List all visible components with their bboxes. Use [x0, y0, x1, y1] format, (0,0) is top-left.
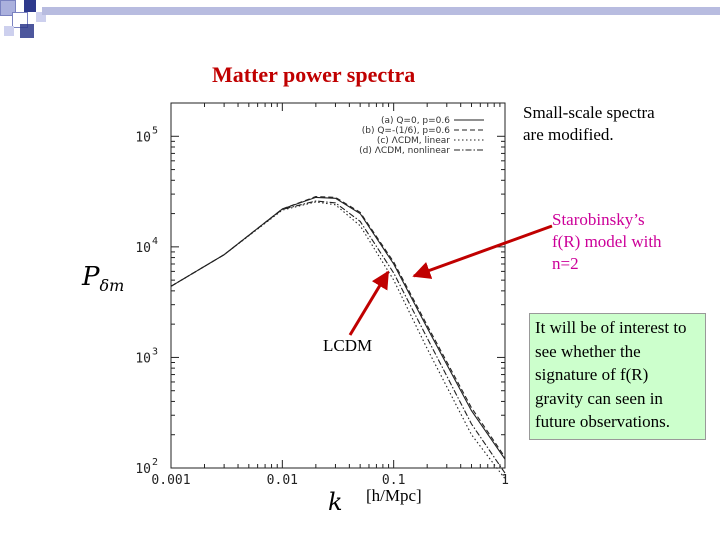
small-scale-note-line: are modified.	[523, 125, 614, 144]
series-line	[170, 200, 506, 474]
legend-entry-label: (b) Q=-(1/6), p=0.6	[362, 126, 451, 136]
y-tick-label: 10	[135, 462, 151, 477]
y-tick-exponent: 2	[152, 457, 158, 468]
model-note-line: n=2	[552, 254, 579, 273]
annotation-arrows	[348, 224, 553, 336]
lcdm-label: LCDM	[323, 336, 373, 355]
lcdm-arrow	[348, 270, 390, 336]
legend-entry-label: (a) Q=0, p=0.6	[381, 116, 450, 126]
series-lines	[170, 196, 506, 480]
model-note: Starobinsky’s f(R) model with n=2	[552, 209, 662, 275]
corner-square-4	[20, 24, 34, 38]
y-tick-label: 10	[135, 241, 151, 256]
x-tick-label: 1	[501, 473, 509, 488]
interest-note-box: It will be of interest to see whether th…	[529, 313, 706, 440]
y-tick-label: 10	[135, 351, 151, 366]
slide-title: Matter power spectra	[212, 62, 416, 87]
y-axis-symbol: Pδm	[82, 262, 125, 296]
y-tick-exponent: 3	[152, 346, 158, 357]
x-tick-label: 0.001	[151, 473, 190, 488]
y-tick-exponent: 4	[152, 236, 158, 247]
x-tick-label: 0.01	[267, 473, 298, 488]
y-tick-exponent: 5	[152, 125, 158, 136]
plot-frame	[170, 102, 506, 469]
legend-entry-label: (c) ΛCDM, linear	[377, 136, 450, 146]
small-scale-note: Small-scale spectra are modified.	[523, 102, 655, 146]
corner-square-6	[4, 26, 14, 36]
small-scale-note-line: Small-scale spectra	[523, 103, 655, 122]
legend-entry-label: (d) ΛCDM, nonlinear	[359, 146, 450, 156]
y-tick-label: 10	[135, 130, 151, 145]
x-tick-label: 0.1	[382, 473, 405, 488]
model-arrow	[412, 224, 553, 279]
corner-square-3	[24, 0, 36, 12]
x-axis-units: [h/Mpc]	[366, 486, 422, 505]
series-line	[170, 196, 506, 460]
series-line	[170, 196, 506, 458]
model-note-line: Starobinsky’s	[552, 210, 645, 229]
corner-square-5	[36, 12, 46, 22]
chart-legend: (a) Q=0, p=0.6(b) Q=-(1/6), p=0.6(c) ΛCD…	[359, 116, 484, 156]
header-rule	[42, 7, 720, 15]
model-note-line: f(R) model with	[552, 232, 662, 251]
x-axis-symbol: k	[328, 488, 343, 516]
